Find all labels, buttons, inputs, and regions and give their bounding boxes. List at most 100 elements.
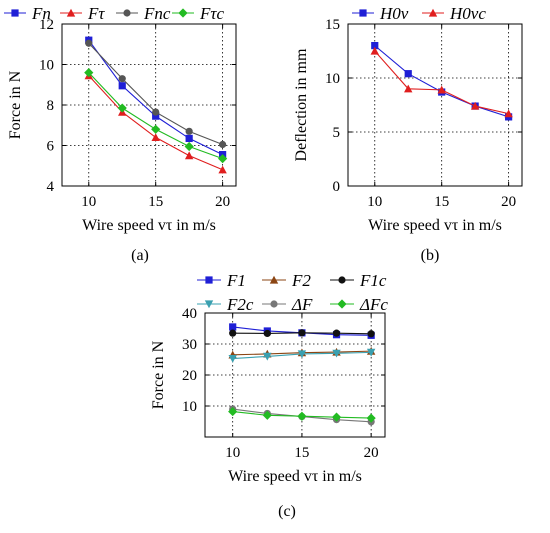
series-ftauc xyxy=(84,68,228,164)
legend-marker xyxy=(205,276,213,284)
series-ftau-point xyxy=(184,151,194,160)
plot-frame xyxy=(347,23,523,187)
y-tick-label: 30 xyxy=(182,337,197,353)
legend-label-f2c: F2c xyxy=(226,295,254,314)
series-h0vc-point xyxy=(470,101,480,110)
series-fnc-point xyxy=(118,75,126,83)
series-fnc-point xyxy=(185,127,193,135)
series-ftauc-point xyxy=(151,124,161,134)
y-tick-label: 6 xyxy=(47,139,55,155)
panel-c: 10 15 20 10 20 30 40 Wire speed vτ in m/s Force … xyxy=(150,271,388,520)
series-f1-point xyxy=(229,323,237,331)
x-tick-label: 15 xyxy=(148,194,163,210)
series-ftau-line xyxy=(88,75,223,171)
legend-label-ftau: Fτ xyxy=(87,4,105,23)
series-h0vc-point xyxy=(437,85,446,94)
y-tick-label: 10 xyxy=(325,71,340,87)
series-fc-point xyxy=(366,413,376,423)
y-tick-label: 5 xyxy=(333,125,341,141)
panel-caption: (c) xyxy=(278,503,296,520)
legend-item-fn: Fn xyxy=(4,4,51,23)
legend-label-f1c: F1c xyxy=(359,271,387,290)
y-tick-label: 10 xyxy=(39,58,54,74)
x-tick-label: 20 xyxy=(215,194,230,210)
y-axis-label: Force in N xyxy=(7,70,24,139)
series-fnc xyxy=(85,39,227,149)
x-tick-label: 20 xyxy=(501,194,516,210)
series-f2c xyxy=(228,348,376,363)
series-f1c-point xyxy=(332,329,341,337)
x-tick-label: 15 xyxy=(294,445,309,461)
series-f1c-point xyxy=(367,330,375,338)
legend-label-fnc: Fnc xyxy=(143,4,171,23)
series-f2c-point xyxy=(263,352,272,361)
panel-b: 10 15 20 0 5 10 15 Wire speed vτ in m/s Deflecti… xyxy=(293,4,523,264)
legend-label-f1: F1 xyxy=(226,271,246,290)
x-tick-label: 20 xyxy=(364,445,379,461)
panel-caption: (b) xyxy=(421,247,440,264)
legend-item-h0v: H0v xyxy=(352,4,409,23)
legend-label-fn: Fn xyxy=(31,4,51,23)
series-fn-point xyxy=(185,134,193,143)
y-tick-label: 20 xyxy=(182,368,197,384)
series-ftau-point xyxy=(218,165,227,174)
y-tick-label: 40 xyxy=(182,306,197,322)
series-f2c-point xyxy=(297,350,307,359)
series-f1c-point xyxy=(229,329,237,337)
legend-marker xyxy=(269,275,279,284)
legend-label-h0vc: H0vc xyxy=(449,4,486,23)
legend-item-h0vc: H0vc xyxy=(422,4,486,23)
series-fnc-point xyxy=(152,108,160,116)
series-f2c-point xyxy=(366,348,376,357)
y-tick-label: 8 xyxy=(47,98,55,114)
legend-marker xyxy=(338,276,346,284)
legend-marker xyxy=(337,299,347,309)
y-axis-label: Deflection in mm xyxy=(293,48,310,161)
legend-item-ftauc: Fτc xyxy=(172,4,224,23)
legend-item-f2c: F2c xyxy=(197,295,254,314)
series-h0vc-point xyxy=(404,84,413,93)
x-axis-label: Wire speed vτ in m/s xyxy=(228,468,362,485)
legend-marker xyxy=(11,9,19,17)
y-tick-label: 10 xyxy=(182,399,197,415)
series-f2c-point xyxy=(228,354,237,363)
legend-item-fnc: Fnc xyxy=(116,4,171,23)
series-fnc-point xyxy=(219,140,227,149)
legend-marker xyxy=(428,8,438,17)
plot-frame xyxy=(204,312,386,438)
x-tick-label: 10 xyxy=(225,445,240,461)
legend-item-f1: F1 xyxy=(197,271,246,290)
legend-label-ftauc: Fτc xyxy=(199,4,224,23)
series-f1c-point xyxy=(298,329,306,337)
series-fnc-point xyxy=(85,39,93,47)
series-fc-point xyxy=(228,406,238,417)
series-ftauc-point xyxy=(218,154,228,164)
series-h0vc xyxy=(370,46,513,118)
legend-label-fc: ΔFc xyxy=(359,295,388,314)
series-ftau xyxy=(84,71,227,174)
series-fc-point xyxy=(297,411,307,421)
series-f2c-point xyxy=(332,349,341,358)
legend-item-f1c: F1c xyxy=(330,271,387,290)
series-ftau-point xyxy=(151,133,160,141)
legend-item-fc: ΔFc xyxy=(330,295,388,314)
series-f1c xyxy=(229,329,375,338)
panel-a: 10 15 20 4 6 8 10 12 Wire speed vτ in m/s Force i… xyxy=(4,4,237,264)
x-axis-label: Wire speed vτ in m/s xyxy=(82,217,216,234)
plot-frame xyxy=(61,23,237,187)
y-tick-label: 4 xyxy=(47,179,55,195)
series-fc xyxy=(228,406,376,423)
legend-label-f2: F2 xyxy=(291,271,311,290)
series-h0vc-point xyxy=(370,46,379,55)
x-axis-label: Wire speed vτ in m/s xyxy=(368,217,502,234)
x-tick-label: 10 xyxy=(367,194,382,210)
legend-item-f: ΔF xyxy=(262,295,313,314)
legend-marker xyxy=(123,9,131,17)
series-f1c-point xyxy=(263,329,271,338)
series-ftauc-point xyxy=(184,141,194,152)
y-tick-label: 12 xyxy=(39,17,54,33)
legend-item-f2: F2 xyxy=(262,271,311,290)
legend-item-ftau: Fτ xyxy=(60,4,105,23)
